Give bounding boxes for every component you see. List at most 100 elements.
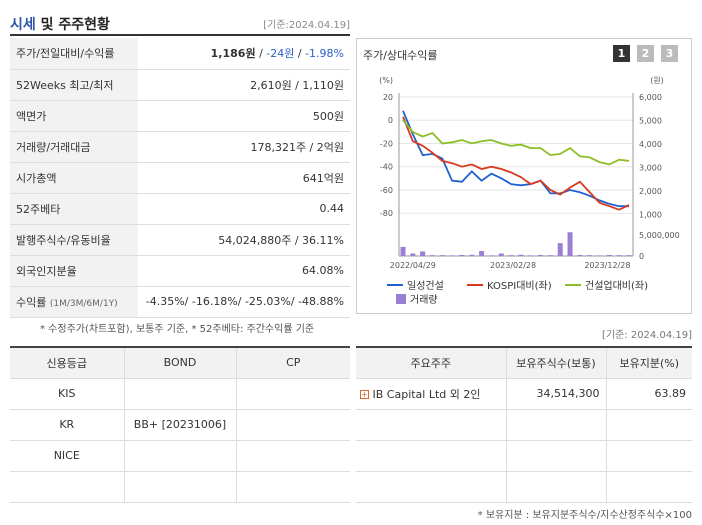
table-row	[356, 440, 692, 472]
info-row: 시가총액 641억원	[10, 162, 350, 194]
right-axis-tick-label: 1,000	[639, 210, 662, 219]
shareholder-name: IB Capital Ltd 외 2인	[372, 387, 481, 401]
table-row	[356, 409, 692, 441]
volume-bar	[429, 255, 435, 256]
stake-cell	[606, 409, 692, 441]
bond-cell	[124, 440, 237, 472]
info-row: 액면가 500원	[10, 100, 350, 132]
chart-page-2-button[interactable]: 2	[637, 45, 654, 62]
info-label: 시가총액	[10, 162, 138, 194]
table-row: KIS	[10, 378, 350, 410]
info-row: 52주베타 0.44	[10, 193, 350, 225]
info-value: 178,321주 / 2억원	[138, 131, 350, 163]
left-axis-tick-label: -80	[380, 209, 393, 218]
volume-bar	[538, 254, 544, 256]
chart-title: 주가/상대수익률	[363, 49, 438, 62]
price-change: -24원	[266, 47, 295, 61]
column-header: CP	[236, 347, 350, 379]
chart-page-1-button[interactable]: 1	[613, 45, 630, 62]
credit-rating-table: 신용등급 BOND CP KIS KR BB+ [20231006] NICE	[10, 346, 350, 503]
info-value: 64.08%	[138, 255, 350, 287]
x-axis-tick-label: 2022/04/29	[390, 261, 436, 270]
column-header: 신용등급	[10, 347, 125, 379]
right-axis-tick-label: 4,000	[639, 140, 662, 149]
info-value: 500원	[138, 100, 350, 132]
info-row: 외국인지분율 64.08%	[10, 255, 350, 287]
volume-bar	[587, 255, 593, 256]
legend-swatch-volume	[396, 294, 406, 304]
left-axis-tick-label: -60	[380, 186, 393, 195]
volume-bar	[626, 255, 632, 256]
volume-bar	[488, 255, 494, 256]
volume-bar	[547, 255, 553, 256]
volume-bar	[518, 254, 524, 256]
section-header: 시세 및 주주현황 [기준:2024.04.19]	[10, 10, 350, 36]
stake-footnote: * 보유지분 : 보유지분주식수/지수산정주식수×100	[477, 510, 692, 521]
chart-legend: 일성건설 KOSPI대비(좌) 건설업대비(좌) 거래량	[387, 279, 648, 306]
volume-bar	[528, 255, 534, 256]
table-row: KR BB+ [20231006]	[10, 409, 350, 441]
expand-plus-icon[interactable]: +	[360, 390, 369, 399]
legend-stock: 일성건설	[407, 280, 444, 292]
bond-cell: BB+ [20231006]	[124, 409, 237, 441]
right-axis-tick-label: 5,000	[639, 116, 662, 125]
stake-cell	[606, 440, 692, 472]
shareholder-name-cell	[356, 471, 507, 503]
column-header: 보유주식수(보통)	[506, 347, 607, 379]
volume-bar	[606, 254, 612, 256]
info-label: 외국인지분율	[10, 255, 138, 287]
volume-bar	[498, 253, 504, 256]
agency-cell: NICE	[10, 440, 125, 472]
info-row: 수익률 (1M/3M/6M/1Y) -4.35%/ -16.18%/ -25.0…	[10, 286, 350, 318]
return-period-label: (1M/3M/6M/1Y)	[49, 298, 118, 309]
legend-industry: 건설업대비(좌)	[585, 279, 648, 292]
base-date-secondary: [기준: 2024.04.19]	[601, 330, 692, 341]
info-value: 0.44	[138, 193, 350, 225]
separator: /	[294, 47, 306, 61]
price-chart: 20 0 -20 -40 -60 -80 6,000 5,000 4,000 3,000 2,000…	[379, 76, 680, 306]
left-axis-tick-label: 20	[383, 93, 393, 102]
table-row: NICE	[10, 440, 350, 472]
price-info-table: 주가/전일대비/수익률 1,186원 / -24원 / -1.98% 52Wee…	[10, 38, 350, 318]
volume-bar	[508, 255, 514, 256]
info-label: 수익률 (1M/3M/6M/1Y)	[10, 286, 138, 318]
info-label: 주가/전일대비/수익률	[10, 38, 138, 70]
volume-bar	[400, 246, 406, 256]
legend-kospi: KOSPI대비(좌)	[487, 280, 552, 292]
chart-panel: 주가/상대수익률 1 2 3 20 0 -20 -40 -60 -80 6,000 5,000…	[356, 38, 692, 314]
right-axis-tick-label: 6,000	[639, 93, 662, 102]
title-accent: 시세	[10, 17, 36, 33]
stake-cell: 63.89	[606, 378, 692, 410]
x-axis-tick-label: 2023/02/28	[490, 261, 536, 270]
volume-bar	[410, 253, 416, 256]
title-rest: 및 주주현황	[35, 17, 110, 33]
info-row: 발행주식수/유동비율 54,024,880주 / 36.11%	[10, 224, 350, 256]
change-rate: -1.98%	[305, 47, 344, 61]
volume-bar	[479, 251, 485, 256]
info-value: 1,186원 / -24원 / -1.98%	[138, 38, 350, 70]
table-row	[356, 471, 692, 503]
table-header-row: 신용등급 BOND CP	[10, 347, 350, 379]
kospi-relative-line	[402, 116, 630, 211]
volume-bar	[557, 243, 563, 256]
left-axis-tick-label: -20	[380, 139, 393, 148]
cp-cell	[236, 378, 350, 410]
cp-cell	[236, 440, 350, 472]
volume-bar	[420, 251, 426, 256]
volume-axis-tick-label: 0	[639, 252, 644, 261]
cp-cell	[236, 471, 350, 503]
shareholder-name-cell	[356, 409, 507, 441]
volume-bar	[439, 255, 445, 256]
shareholder-name-cell[interactable]: + IB Capital Ltd 외 2인	[356, 378, 507, 410]
shares-cell	[506, 440, 607, 472]
left-axis-tick-label: -40	[380, 163, 393, 172]
info-value: 641억원	[138, 162, 350, 194]
info-row: 52Weeks 최고/최저 2,610원 / 1,110원	[10, 69, 350, 101]
chart-page-3-button[interactable]: 3	[661, 45, 678, 62]
table-header-row: 주요주주 보유주식수(보통) 보유지분(%)	[356, 347, 692, 379]
volume-bar	[567, 232, 573, 256]
industry-relative-line	[402, 119, 630, 166]
return-label: 수익률	[16, 295, 47, 309]
info-label: 거래량/거래대금	[10, 131, 138, 163]
right-axis-unit: (원)	[650, 76, 664, 85]
